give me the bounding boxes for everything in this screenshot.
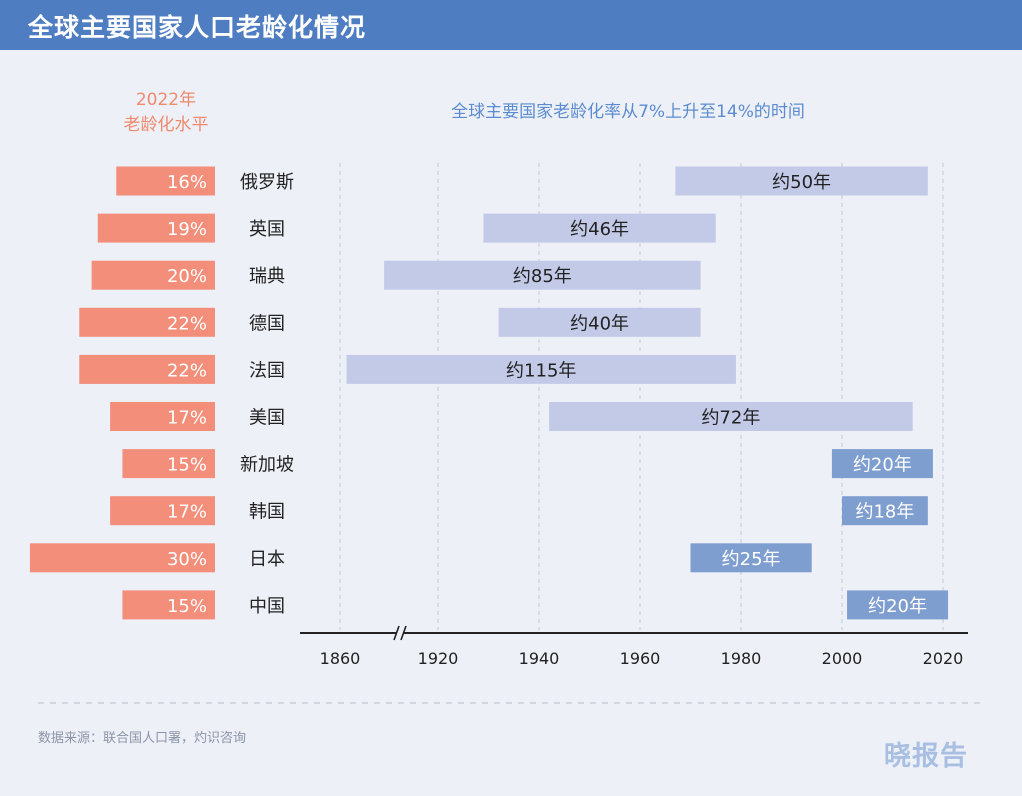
x-tick-label: 2000 (822, 649, 863, 668)
aging-value: 19% (167, 219, 207, 240)
duration-bar (842, 496, 928, 526)
country-label: 俄罗斯 (240, 172, 294, 193)
axis-break-gap (396, 626, 404, 640)
country-label: 德国 (249, 313, 285, 334)
country-label: 韩国 (249, 502, 285, 523)
source-note: 数据来源：联合国人口署，灼识咨询 (38, 731, 247, 746)
page-title: 全球主要国家人口老龄化情况 (28, 13, 367, 42)
duration-label: 约40年 (570, 313, 629, 334)
aging-value: 22% (167, 313, 207, 334)
aging-value: 17% (167, 502, 207, 523)
duration-bar (549, 402, 913, 431)
duration-label: 约20年 (868, 596, 927, 617)
duration-label: 约25年 (722, 549, 781, 570)
duration-bar (498, 307, 701, 337)
aging-bar (122, 590, 215, 620)
country-label: 中国 (249, 596, 285, 617)
left-title-line1: 2022年 (136, 90, 196, 110)
duration-bar (847, 590, 949, 620)
duration-bar (690, 543, 812, 573)
aging-bar (110, 402, 215, 431)
duration-bar (384, 260, 701, 290)
duration-label: 约46年 (570, 219, 629, 240)
duration-bar (483, 213, 716, 243)
duration-label: 约85年 (513, 266, 572, 287)
axis-break-mark (393, 625, 400, 641)
duration-label: 约115年 (506, 360, 576, 381)
aging-bar (91, 260, 215, 290)
aging-value: 15% (167, 596, 207, 617)
aging-bar (79, 307, 215, 337)
aging-bar (97, 213, 215, 243)
x-tick-label: 1860 (320, 649, 361, 668)
aging-bar (110, 496, 215, 526)
country-label: 英国 (249, 219, 285, 240)
aging-value: 22% (167, 360, 207, 381)
brand-logo: 晓报告 (884, 741, 968, 772)
country-label: 日本 (249, 549, 285, 570)
duration-label: 约50年 (772, 172, 831, 193)
left-title-line2: 老龄化水平 (124, 115, 209, 135)
x-tick-label: 1940 (519, 649, 560, 668)
x-tick-label: 1980 (721, 649, 762, 668)
axis-break-mark (400, 625, 407, 641)
country-label: 瑞典 (249, 266, 285, 287)
country-label: 美国 (249, 408, 285, 429)
country-label: 新加坡 (240, 455, 294, 476)
country-label: 法国 (249, 360, 285, 381)
aging-value: 17% (167, 408, 207, 429)
aging-value: 16% (167, 172, 207, 193)
right-title: 全球主要国家老龄化率从7%上升至14%的时间 (451, 102, 805, 122)
aging-value: 20% (167, 266, 207, 287)
duration-bar (675, 166, 928, 196)
aging-bar (29, 543, 216, 573)
x-tick-label: 1920 (418, 649, 459, 668)
aging-value: 30% (167, 549, 207, 570)
duration-bar (346, 354, 736, 384)
duration-label: 约18年 (855, 502, 914, 523)
duration-label: 约20年 (853, 455, 912, 476)
duration-label: 约72年 (701, 408, 760, 429)
aging-value: 15% (167, 455, 207, 476)
x-tick-label: 1960 (620, 649, 661, 668)
aging-bar (122, 449, 215, 479)
header-bar: 全球主要国家人口老龄化情况 (0, 0, 1022, 50)
aging-bar (79, 354, 215, 384)
duration-bar (831, 449, 933, 479)
x-tick-label: 2020 (923, 649, 964, 668)
aging-bar (116, 166, 215, 196)
